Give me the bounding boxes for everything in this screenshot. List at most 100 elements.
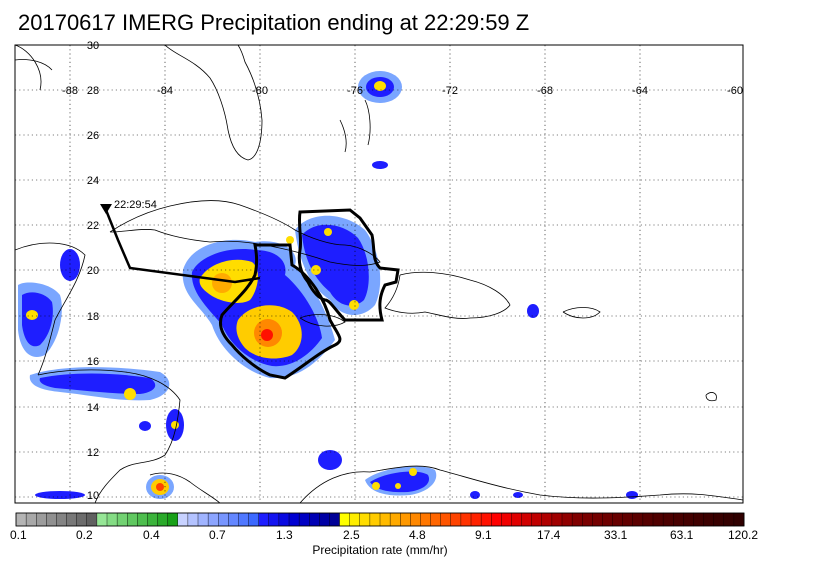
precip-small-4 (470, 491, 480, 499)
colorbar-swatch (369, 512, 381, 527)
coast-lesser-antilles (705, 392, 717, 402)
colorbar-swatch (329, 512, 341, 527)
lat-label: 30 (87, 40, 99, 52)
precip-east-yellow-4 (286, 236, 294, 244)
colorbar-swatch (440, 512, 452, 527)
lon-label: -84 (157, 85, 173, 97)
colorbar-swatch (652, 512, 664, 527)
coast-jamaica (299, 314, 346, 327)
colorbar-swatch (571, 512, 583, 527)
swath-outline-main (218, 243, 342, 380)
colorbar-swatch (470, 512, 482, 527)
colorbar-tick-label: 0.2 (76, 528, 93, 542)
colorbar-swatch (147, 512, 159, 527)
precip-small-5 (513, 492, 523, 498)
colorbar-swatch (491, 512, 502, 527)
lon-label: -80 (252, 85, 268, 97)
precip-core-orange-2 (212, 273, 232, 293)
colorbar-swatch (46, 512, 57, 527)
colorbar-swatch (521, 512, 533, 527)
map-title: 20170617 IMERG Precipitation ending at 2… (18, 10, 530, 35)
track-line (104, 209, 261, 284)
colorbar-tick-label: 0.4 (143, 528, 160, 542)
colorbar-swatch (86, 512, 98, 527)
coast-cuba (109, 200, 381, 266)
precip-east-yellow-2 (349, 300, 359, 310)
coastlines (15, 45, 743, 503)
coast-panama (149, 472, 221, 503)
lat-label: 16 (87, 356, 99, 368)
colorbar-swatch (592, 512, 603, 527)
track-start-marker (100, 204, 112, 214)
lon-label: -68 (537, 85, 553, 97)
precip-nicaragua-yellow (171, 421, 179, 429)
swath-outlines (218, 208, 400, 380)
coast-bahamas-2 (339, 119, 347, 153)
colorbar-swatch (662, 512, 674, 527)
colorbar-swatch (36, 512, 47, 527)
lat-label: 28 (87, 85, 99, 97)
colorbar-swatch (106, 512, 118, 527)
colorbar-swatch (703, 512, 715, 527)
colorbar-tick-label: 1.3 (276, 528, 293, 542)
precip-yucatan-north (60, 249, 80, 281)
colorbar-swatch (511, 512, 523, 527)
lat-label: 10 (87, 490, 99, 502)
precip-yucatan-yellow (26, 310, 38, 320)
colorbar-swatch (66, 512, 78, 527)
colorbar-swatch (167, 512, 179, 527)
colorbar-swatch (379, 512, 391, 527)
coast-gulf-north (15, 59, 53, 71)
colorbar-tick-label: 120.2 (728, 528, 759, 542)
precip-small-1 (372, 161, 388, 169)
lat-label: 18 (87, 311, 99, 323)
colorbar-swatch (501, 512, 512, 527)
colorbar-swatch (389, 512, 401, 527)
colorbar-swatch (410, 512, 421, 527)
colorbar-swatch (642, 512, 654, 527)
map-frame (14, 44, 744, 504)
colorbar-swatch (157, 512, 169, 527)
coast-hispaniola (384, 271, 511, 319)
colorbar-swatch (673, 512, 684, 527)
coast-northwest (15, 45, 42, 91)
precip-blob-east-core (302, 224, 369, 306)
colorbar-swatch (632, 512, 644, 527)
colorbar-swatch (693, 512, 705, 527)
colorbar-swatch (420, 512, 432, 527)
colorbar-swatch (450, 512, 462, 527)
lat-label: 24 (87, 175, 99, 187)
colorbar-swatch (602, 512, 614, 527)
lon-labels: -88 -84 -80 -76 -72 -68 -64 -60 (62, 85, 743, 97)
colorbar-swatch (541, 512, 553, 527)
precip-honduras-core (39, 373, 156, 394)
colorbar-swatch (622, 512, 634, 527)
colorbar-swatch (430, 512, 442, 527)
lat-label: 14 (87, 402, 99, 414)
colorbar-tick-label: 0.1 (10, 528, 27, 542)
colorbar-swatch (248, 512, 260, 527)
colorbar-swatch (25, 512, 37, 527)
colorbar-swatch (400, 512, 411, 527)
colorbar (15, 512, 745, 527)
colorbar-swatch (207, 512, 219, 527)
precip-field (18, 71, 638, 499)
lat-label: 20 (87, 265, 99, 277)
precip-venezuela-core (370, 471, 430, 493)
colorbar-swatch (278, 512, 290, 527)
flight-track (100, 204, 261, 284)
colorbar-tick-label: 9.1 (475, 528, 492, 542)
colorbar-swatch (551, 512, 563, 527)
colorbar-tick-label: 63.1 (670, 528, 694, 542)
colorbar-swatch (582, 512, 593, 527)
colorbar-swatch (187, 512, 199, 527)
precip-venezuela-y3 (409, 468, 417, 476)
colorbar-swatch (531, 512, 543, 527)
precip-venezuela-y2 (395, 483, 401, 489)
colorbar-swatch (177, 512, 189, 527)
colorbar-swatch (258, 512, 270, 527)
colorbar-swatch (238, 512, 250, 527)
coast-puerto-rico (562, 307, 601, 319)
lat-label: 22 (87, 220, 99, 232)
